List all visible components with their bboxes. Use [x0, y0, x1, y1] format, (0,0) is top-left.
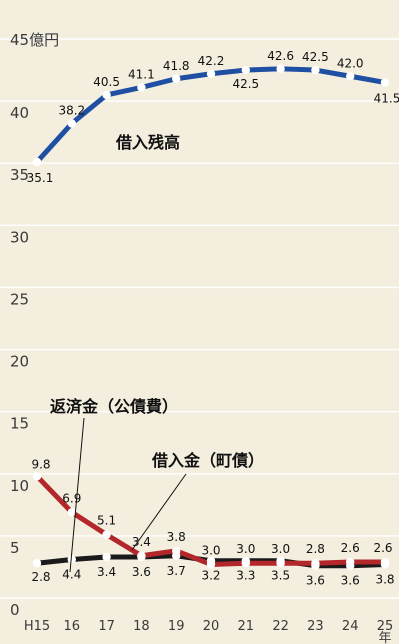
x-tick-label: 21 [238, 619, 255, 634]
repayment-point [32, 559, 42, 568]
borrowing-balance-point [137, 83, 146, 92]
new-borrowing-value-label: 5.1 [97, 514, 116, 528]
borrowing-balance-point [380, 78, 390, 87]
borrowing-balance-value-label: 40.5 [93, 75, 120, 89]
borrowing-balance-point [346, 72, 355, 81]
repayment-value-label: 3.3 [236, 569, 255, 583]
x-tick-label: 24 [342, 619, 359, 634]
borrowing-balance-point [32, 157, 42, 167]
repayment-series-label: 返済金（公債費） [50, 397, 178, 416]
y-tick-label: 20 [10, 353, 29, 371]
new-borrowing-series-label: 借入金（町債） [151, 451, 264, 470]
y-tick-label: 10 [10, 477, 29, 495]
new-borrowing-value-label: 9.8 [31, 457, 50, 471]
y-tick-label: 0 [10, 601, 20, 619]
borrowing-balance-point [241, 65, 250, 75]
repayment-value-label: 3.6 [341, 574, 360, 588]
x-tick-label: 19 [168, 619, 185, 634]
new-borrowing-point [241, 559, 250, 568]
x-tick-label: 25 [377, 619, 394, 634]
borrowing-balance-value-label: 42.5 [302, 50, 329, 64]
repayment-value-label: 3.6 [306, 574, 325, 588]
borrowing-balance-point [67, 119, 77, 128]
new-borrowing-value-label: 3.0 [271, 542, 290, 556]
new-borrowing-point [172, 546, 181, 555]
new-borrowing-value-label: 3.0 [201, 543, 220, 557]
new-borrowing-point [102, 530, 111, 539]
x-tick-label: H15 [24, 619, 50, 634]
new-borrowing-leader-line [131, 473, 187, 551]
borrowing-balance-value-label: 41.1 [128, 67, 155, 81]
repayment-value-label: 3.7 [167, 564, 186, 578]
borrowing-balance-value-label: 41.5 [374, 91, 399, 105]
new-borrowing-value-label: 3.0 [236, 542, 255, 556]
x-tick-label: 23 [307, 619, 324, 634]
new-borrowing-point [32, 472, 42, 481]
borrowing-balance-point [172, 74, 181, 83]
x-tick-label: 16 [64, 619, 81, 634]
borrowing-balance-value-label: 42.0 [337, 56, 364, 70]
repayment-value-label: 3.5 [271, 569, 290, 583]
borrowing-balance-value-label: 41.8 [163, 59, 190, 73]
repayment-leader-line [69, 417, 85, 573]
borrowing-balance-point [276, 64, 285, 74]
repayment-value-label: 3.4 [97, 565, 116, 579]
y-tick-label: 25 [10, 290, 29, 308]
new-borrowing-value-label: 2.8 [306, 542, 325, 556]
new-borrowing-point [67, 508, 77, 517]
repayment-value-label: 2.8 [31, 570, 50, 584]
x-tick-label: 20 [203, 619, 220, 634]
y-tick-label: 35 [10, 166, 29, 184]
borrowing-balance-value-label: 42.6 [267, 49, 294, 63]
borrowing-balance-series-label: 借入残高 [115, 133, 180, 152]
borrowing-balance-line [34, 66, 388, 165]
y-tick-label: 30 [10, 228, 29, 246]
borrowing-balance-value-label: 35.1 [27, 171, 54, 185]
y-tick-label: 5 [10, 539, 20, 557]
new-borrowing-point [137, 551, 146, 560]
new-borrowing-point [346, 557, 355, 567]
new-borrowing-point [206, 560, 216, 569]
borrowing-balance-point [102, 90, 111, 100]
new-borrowing-point [380, 557, 390, 567]
repayment-value-label: 3.6 [132, 565, 151, 579]
new-borrowing-value-label: 2.6 [373, 541, 392, 555]
borrowing-balance-value-label: 42.5 [232, 77, 259, 91]
borrowing-balance-value-label: 42.2 [198, 54, 225, 68]
borrowing-balance-value-label: 38.2 [58, 103, 85, 117]
x-axis-unit-label: 年 [378, 631, 391, 644]
x-tick-label: 17 [98, 619, 115, 634]
x-tick-label: 22 [272, 619, 289, 634]
new-borrowing-point [276, 559, 285, 568]
new-borrowing-value-label: 6.9 [62, 491, 81, 505]
new-borrowing-value-label: 2.6 [341, 541, 360, 555]
repayment-point [67, 555, 77, 564]
y-tick-label: 40 [10, 104, 29, 122]
x-tick-label: 18 [133, 619, 150, 634]
new-borrowing-value-label: 3.8 [167, 530, 186, 544]
new-borrowing-point [311, 559, 320, 568]
new-borrowing-value-label: 3.4 [132, 535, 151, 549]
y-tick-label: 15 [10, 415, 29, 433]
repayment-value-label: 3.2 [201, 569, 220, 583]
y-axis-unit-label: 45億円 [10, 31, 59, 49]
repayment-value-label: 3.8 [375, 572, 394, 586]
borrowing-balance-point [206, 69, 216, 78]
borrowing-balance-point [311, 65, 320, 75]
repayment-value-label: 4.4 [62, 567, 81, 581]
repayment-point [102, 552, 111, 562]
